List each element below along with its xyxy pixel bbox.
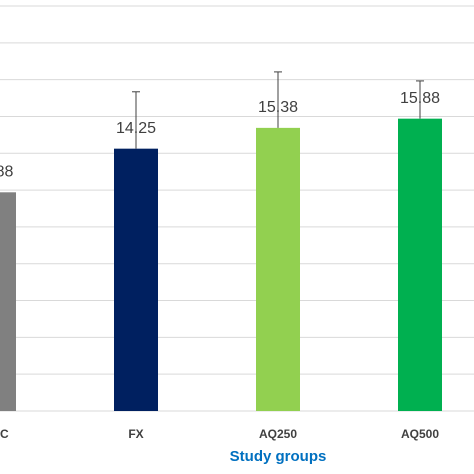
x-axis-label: Study groups bbox=[230, 448, 327, 465]
x-tick-label: AQ250 bbox=[259, 427, 297, 441]
bar bbox=[0, 192, 16, 411]
bar bbox=[114, 148, 158, 411]
x-tick-label: C bbox=[0, 427, 9, 441]
value-label: 15.88 bbox=[400, 90, 440, 107]
value-label: 14.25 bbox=[116, 120, 156, 137]
value-label: 11.88 bbox=[0, 164, 14, 181]
x-tick-label: AQ500 bbox=[401, 427, 439, 441]
bar bbox=[256, 127, 300, 412]
value-label: 15.38 bbox=[258, 99, 298, 116]
bar bbox=[398, 118, 442, 411]
x-tick-label: FX bbox=[128, 427, 143, 441]
